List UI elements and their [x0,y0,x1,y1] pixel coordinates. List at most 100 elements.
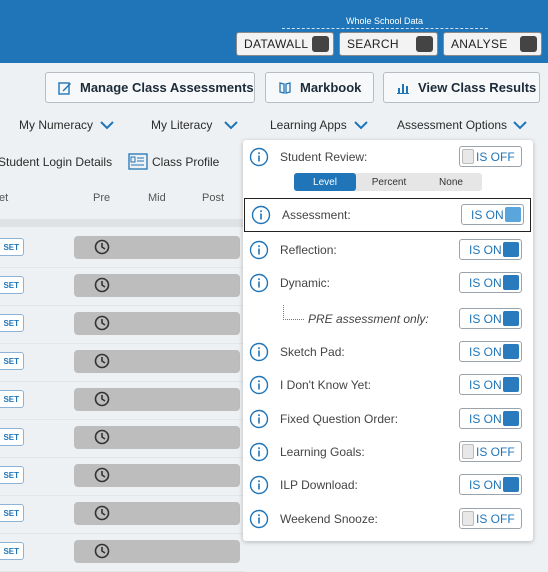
markbook-button[interactable]: Markbook [265,72,374,103]
search-button[interactable]: SEARCH [339,32,438,56]
info-icon[interactable] [249,147,269,172]
toggle-knob [462,149,474,164]
whole-school-data-label: Whole School Data [346,16,424,26]
datawall-button[interactable]: DATAWALL [236,32,334,56]
analyse-button[interactable]: ANALYSE [443,32,542,56]
chevron-down-icon [100,121,114,130]
option-row: Learning Goals: IS OFF [243,436,533,468]
class-profile-label: Class Profile [152,154,220,169]
clock-icon [94,239,110,255]
info-icon[interactable] [249,475,269,500]
column-header-pre: Pre [93,192,111,204]
info-icon[interactable] [251,205,271,230]
assessment-status-pill[interactable] [74,464,240,487]
table-row: SET [0,496,245,534]
segment-none[interactable]: None [439,176,463,188]
toggle-state: IS OFF [476,444,515,459]
option-label: ILP Download: [280,478,358,492]
clock-icon [94,353,110,369]
toggle-state: IS ON [471,207,504,222]
option-toggle[interactable]: IS OFF [459,508,522,529]
set-button[interactable]: SET [0,352,24,370]
info-icon[interactable] [249,509,269,534]
nav-assessment-options[interactable]: Assessment Options [397,118,528,132]
clock-icon [94,315,110,331]
toggle-state: IS ON [469,344,502,359]
assessment-options-panel: Student Review: IS OFF Assessment: IS ON Ref… [243,140,533,541]
assessment-status-pill[interactable] [74,388,240,411]
view-class-results-button[interactable]: View Class Results [383,72,540,103]
set-button[interactable]: SET [0,314,24,332]
option-label: Weekend Snooze: [280,512,378,526]
row-divider [0,495,245,496]
toggle-knob [503,311,519,326]
toggle-state: IS ON [469,477,502,492]
option-row: Fixed Question Order: IS ON [243,403,533,435]
set-button[interactable]: SET [0,504,24,522]
info-icon[interactable] [249,442,269,467]
info-icon[interactable] [249,240,269,265]
assessment-status-pill[interactable] [74,540,240,563]
option-toggle[interactable]: IS ON [459,474,522,495]
option-row: ILP Download: IS ON [243,469,533,501]
student-review-display-selector: Level Percent None [294,173,482,191]
info-icon[interactable] [249,409,269,434]
option-toggle[interactable]: IS ON [459,272,522,293]
info-icon[interactable] [249,342,269,367]
option-toggle[interactable]: IS ON [459,408,522,429]
set-button[interactable]: SET [0,276,24,294]
assessment-status-pill[interactable] [74,274,240,297]
nav-my-numeracy[interactable]: My Numeracy [19,118,115,132]
manage-label: Manage Class Assessments [80,80,254,95]
analyse-indicator [520,36,537,52]
toggle-knob [503,377,519,392]
row-divider [0,419,245,420]
option-toggle[interactable]: IS ON [461,204,524,225]
toggle-state: IS OFF [476,149,515,164]
chevron-down-icon [354,121,368,130]
assessment-status-pill[interactable] [74,426,240,449]
set-button[interactable]: SET [0,428,24,446]
option-row: I Don't Know Yet: IS ON [243,369,533,401]
option-toggle[interactable]: IS ON [459,341,522,362]
set-button[interactable]: SET [0,466,24,484]
option-label: Learning Goals: [280,445,365,459]
option-label: PRE assessment only: [308,312,429,326]
option-toggle[interactable]: IS ON [459,374,522,395]
table-row: SET [0,458,245,496]
edit-icon [58,81,71,95]
segment-level[interactable]: Level [294,173,356,191]
option-toggle[interactable]: IS OFF [459,441,522,462]
segment-percent[interactable]: Percent [371,176,407,188]
analyse-label: ANALYSE [451,37,508,51]
toggle-knob [503,477,519,492]
option-toggle[interactable]: IS ON [459,308,522,329]
nav-learning-apps[interactable]: Learning Apps [270,118,369,132]
option-toggle[interactable]: IS OFF [459,146,522,167]
option-label: Assessment: [282,208,351,222]
info-icon[interactable] [249,273,269,298]
info-icon[interactable] [249,375,269,400]
student-login-details-link[interactable]: Student Login Details [0,155,113,169]
assessment-status-pill[interactable] [74,350,240,373]
set-button[interactable]: SET [0,390,24,408]
option-label: Dynamic: [280,276,331,290]
nav-my-literacy[interactable]: My Literacy [151,118,239,132]
assessment-status-pill[interactable] [74,236,240,259]
assessment-status-pill[interactable] [74,312,240,335]
search-indicator [416,36,433,52]
manage-class-assessments-button[interactable]: Manage Class Assessments [45,72,255,103]
table-row: SET [0,306,245,344]
table-row: SET [0,344,245,382]
bar-chart-icon [397,83,409,94]
toggle-knob [505,207,521,222]
option-toggle[interactable]: IS ON [459,239,522,260]
set-button[interactable]: SET [0,238,24,256]
class-profile-link[interactable]: Class Profile [128,153,219,170]
clock-icon [94,505,110,521]
top-bar: Whole School Data DATAWALL SEARCH ANALYS… [0,0,548,63]
assessment-status-pill[interactable] [74,502,240,525]
option-label: Sketch Pad: [280,345,345,359]
table-row: SET [0,420,245,458]
set-button[interactable]: SET [0,542,24,560]
